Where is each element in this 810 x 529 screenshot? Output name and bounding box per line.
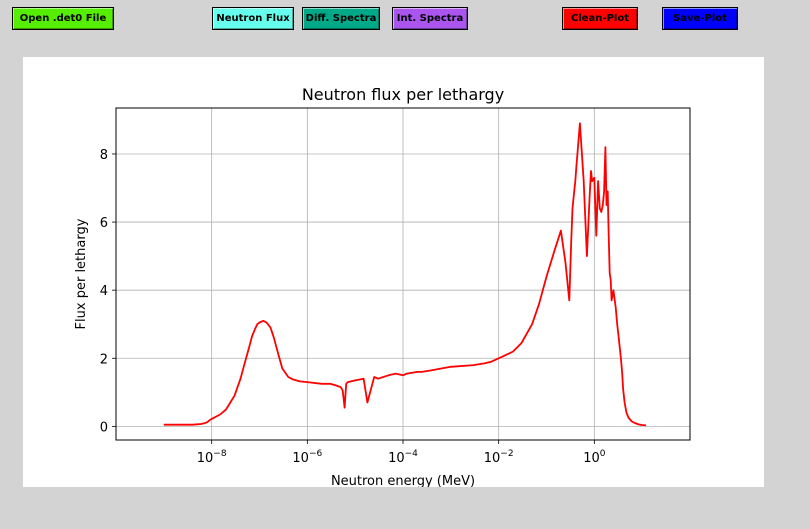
clean-plot-button[interactable]: Clean-Plot xyxy=(562,7,638,30)
x-tick-label: 10−2 xyxy=(484,449,514,466)
save-plot-button[interactable]: Save-Plot xyxy=(662,7,738,30)
x-tick-label: 10−6 xyxy=(292,449,322,466)
x-axis-label: Neutron energy (MeV) xyxy=(331,474,475,487)
x-tick-label: 100 xyxy=(583,449,606,466)
axis-ticks: 10−8 10−6 10−4 10−2 100 0 2 4 6 8 xyxy=(100,148,606,466)
grid-lines xyxy=(116,108,690,440)
flux-series-line xyxy=(163,122,647,427)
y-tick-label: 6 xyxy=(100,216,108,231)
y-tick-label: 4 xyxy=(100,284,108,299)
chart-title: Neutron flux per lethargy xyxy=(302,85,504,104)
int-spectra-button[interactable]: Int. Spectra xyxy=(392,7,468,30)
x-tick-label: 10−8 xyxy=(197,449,227,466)
y-tick-label: 0 xyxy=(100,420,108,435)
y-tick-label: 2 xyxy=(100,352,108,367)
neutron-flux-button[interactable]: Neutron Flux xyxy=(212,7,294,30)
plot-canvas: 10−8 10−6 10−4 10−2 100 0 2 4 6 8 Neutron flux pe… xyxy=(23,57,764,487)
x-tick-label: 10−4 xyxy=(388,449,418,466)
series-line-group xyxy=(163,122,647,427)
y-tick-label: 8 xyxy=(100,148,108,163)
diff-spectra-button[interactable]: Diff. Spectra xyxy=(302,7,380,30)
flux-chart: 10−8 10−6 10−4 10−2 100 0 2 4 6 8 Neutron flux pe… xyxy=(74,85,691,487)
open-det0-file-button[interactable]: Open .det0 File xyxy=(12,7,114,30)
y-axis-label: Flux per lethargy xyxy=(74,218,89,329)
